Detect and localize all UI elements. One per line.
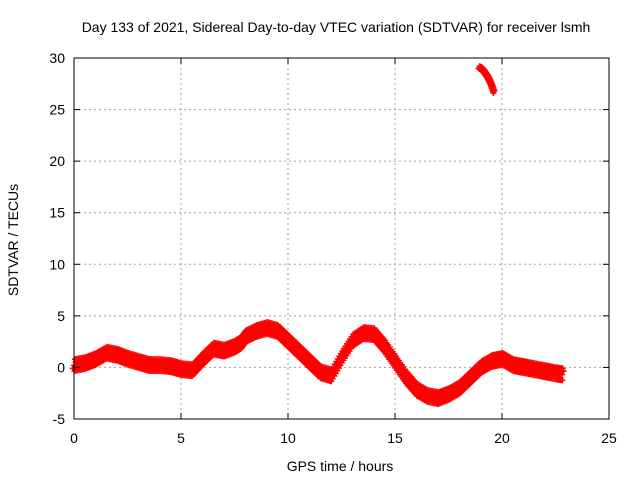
x-tick-label: 5 (177, 430, 185, 446)
y-tick-label: -5 (53, 411, 66, 427)
x-tick-label: 15 (387, 430, 403, 446)
y-tick-label: 20 (49, 153, 65, 169)
y-tick-label: 10 (49, 256, 65, 272)
x-tick-label: 0 (70, 430, 78, 446)
x-axis-label: GPS time / hours (287, 458, 394, 474)
y-axis-label: SDTVAR / TECUs (5, 184, 21, 296)
y-tick-label: 0 (57, 359, 65, 375)
data-point (491, 88, 498, 95)
y-tick-label: 5 (57, 308, 65, 324)
x-tick-label: 25 (601, 430, 617, 446)
plot-frame (73, 57, 610, 420)
y-tick-label: 30 (49, 50, 65, 66)
y-tick-label: 25 (49, 102, 65, 118)
x-tick-label: 20 (494, 430, 510, 446)
x-tick-label: 10 (280, 430, 296, 446)
data-point (559, 365, 566, 372)
y-tick-label: 15 (49, 205, 65, 221)
data-layer (69, 63, 567, 408)
chart-title: Day 133 of 2021, Sidereal Day-to-day VTE… (82, 19, 591, 35)
data-point (559, 377, 566, 384)
data-point (558, 371, 565, 378)
